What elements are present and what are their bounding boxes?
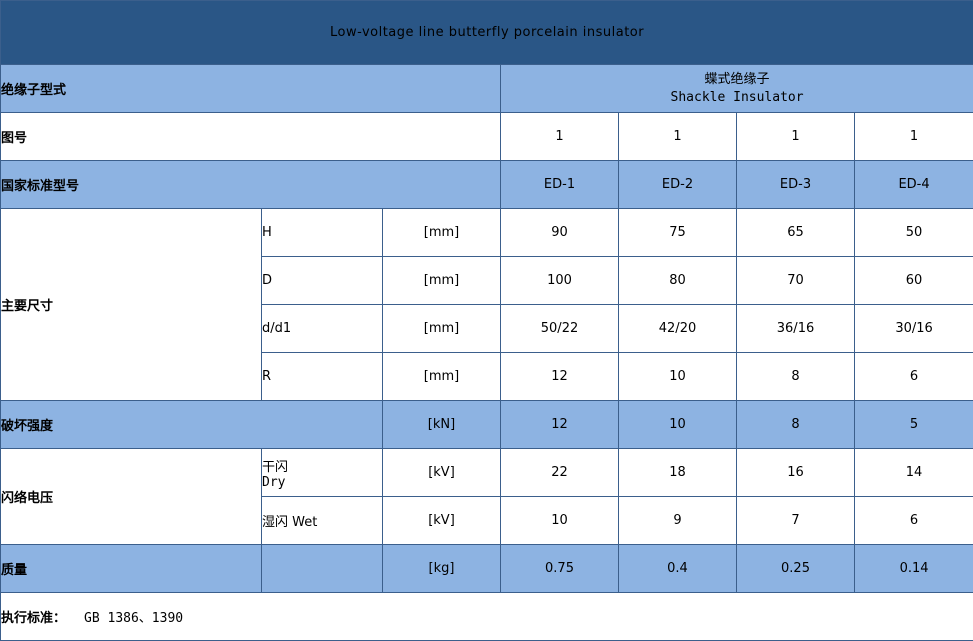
- figure-label: 图号: [0, 112, 501, 161]
- dimension-value: 100: [500, 256, 619, 305]
- model-row: 国家标准型号 ED-1 ED-2 ED-3 ED-4: [0, 160, 973, 209]
- dimension-unit: [mm]: [382, 208, 501, 257]
- dimension-symbol: H: [261, 208, 383, 257]
- flashover-dry-value: 18: [618, 448, 737, 497]
- model-label: 国家标准型号: [0, 160, 501, 209]
- standard-label: 执行标准：: [1, 611, 67, 626]
- insulator-type-value: 蝶式绝缘子 Shackle Insulator: [499, 64, 973, 113]
- figure-value: 1: [618, 112, 737, 161]
- dimension-value: 30/16: [853, 304, 973, 353]
- dimension-symbol: R: [261, 352, 383, 401]
- flashover-label: 闪络电压: [0, 448, 262, 545]
- standard-cell: 执行标准： GB 1386、1390: [0, 592, 973, 641]
- flashover-wet-label: 湿闪 Wet: [261, 496, 383, 545]
- dimension-value: 50: [853, 208, 973, 257]
- insulator-type-row: 绝缘子型式 蝶式绝缘子 Shackle Insulator: [0, 64, 973, 113]
- mass-row: 质量 [kg] 0.75 0.4 0.25 0.14: [0, 544, 973, 593]
- flashover-wet-value: 7: [736, 496, 855, 545]
- dimension-unit: [mm]: [382, 256, 501, 305]
- dimension-symbol: d/d1: [261, 304, 383, 353]
- flashover-dry-value: 22: [500, 448, 619, 497]
- mass-label: 质量: [0, 544, 262, 593]
- strength-value: 8: [736, 400, 855, 449]
- mass-value: 0.14: [853, 544, 973, 593]
- insulator-type-en: Shackle Insulator: [670, 89, 804, 105]
- dimension-symbol: D: [261, 256, 383, 305]
- model-value: ED-4: [853, 160, 973, 209]
- flashover-dry-label: 干闪 Dry: [261, 448, 383, 497]
- dimension-value: 60: [853, 256, 973, 305]
- strength-unit: [kN]: [382, 400, 501, 449]
- dimension-unit: [mm]: [382, 304, 501, 353]
- dimension-value: 36/16: [736, 304, 855, 353]
- standard-row: 执行标准： GB 1386、1390: [0, 592, 973, 641]
- strength-row: 破坏强度 [kN] 12 10 8 5: [0, 400, 973, 449]
- strength-value: 10: [618, 400, 737, 449]
- mass-empty-cell: [261, 544, 383, 593]
- dimension-value: 10: [618, 352, 737, 401]
- flashover-dry-zh: 干闪: [262, 459, 289, 475]
- figure-value: 1: [853, 112, 973, 161]
- mass-unit: [kg]: [382, 544, 501, 593]
- figure-row: 图号 1 1 1 1: [0, 112, 973, 161]
- dimension-value: 50/22: [500, 304, 619, 353]
- page-title: Low-voltage line butterfly porcelain ins…: [0, 0, 973, 65]
- mass-value: 0.4: [618, 544, 737, 593]
- insulator-type-label: 绝缘子型式: [0, 64, 501, 113]
- dimension-value: 12: [500, 352, 619, 401]
- dimension-value: 80: [618, 256, 737, 305]
- dimension-value: 8: [736, 352, 855, 401]
- figure-value: 1: [500, 112, 619, 161]
- dimension-value: 65: [736, 208, 855, 257]
- model-value: ED-3: [736, 160, 855, 209]
- title-row: Low-voltage line butterfly porcelain ins…: [0, 0, 973, 65]
- flashover-wet-value: 10: [500, 496, 619, 545]
- dimension-row-d: D [mm] 100 80 70 60: [1, 256, 973, 305]
- strength-value: 12: [500, 400, 619, 449]
- standard-value: GB 1386、1390: [84, 611, 184, 626]
- main-dimensions-label: 主要尺寸: [0, 208, 262, 401]
- dimension-value: 42/20: [618, 304, 737, 353]
- dimension-row-h: 主要尺寸 H [mm] 90 75 65 50: [0, 208, 973, 401]
- insulator-type-zh: 蝶式绝缘子: [704, 71, 770, 87]
- dimension-unit: [mm]: [382, 352, 501, 401]
- dimension-value: 90: [500, 208, 619, 257]
- mass-value: 0.25: [736, 544, 855, 593]
- flashover-dry-value: 14: [853, 448, 973, 497]
- dimension-value: 70: [736, 256, 855, 305]
- figure-value: 1: [736, 112, 855, 161]
- model-value: ED-2: [618, 160, 737, 209]
- flashover-wet-value: 9: [618, 496, 737, 545]
- flashover-dry-unit: [kV]: [382, 448, 501, 497]
- mass-value: 0.75: [500, 544, 619, 593]
- flashover-dry-row: 闪络电压 干闪 Dry [kV] 22 18 16 14: [0, 448, 973, 545]
- flashover-dry-value: 16: [736, 448, 855, 497]
- flashover-wet-unit: [kV]: [382, 496, 501, 545]
- flashover-dry-en: Dry: [262, 474, 286, 490]
- strength-value: 5: [853, 400, 973, 449]
- flashover-wet-row: 湿闪 Wet [kV] 10 9 7 6: [1, 496, 973, 545]
- model-value: ED-1: [500, 160, 619, 209]
- strength-label: 破坏强度: [0, 400, 383, 449]
- dimension-value: 6: [853, 352, 973, 401]
- dimension-row-r: R [mm] 12 10 8 6: [1, 352, 973, 401]
- dimension-value: 75: [618, 208, 737, 257]
- flashover-wet-value: 6: [853, 496, 973, 545]
